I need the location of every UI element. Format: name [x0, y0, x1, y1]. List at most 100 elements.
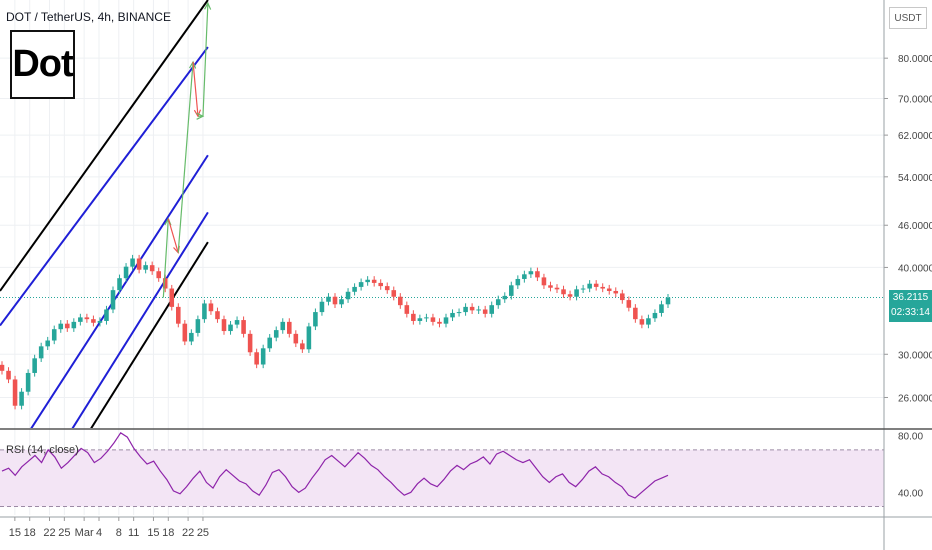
projection-arrows — [163, 3, 210, 297]
y-tick-label: 80.0000 — [898, 54, 932, 65]
candle-body — [326, 297, 331, 302]
candle-body — [418, 318, 423, 321]
candle-body — [104, 309, 109, 320]
candle-body — [65, 324, 70, 329]
candle-body — [385, 286, 390, 290]
candle-body — [646, 318, 651, 324]
candle-body — [568, 294, 573, 296]
candle-body — [594, 284, 599, 287]
x-tick-label: 25 — [197, 527, 209, 539]
candle-body — [209, 303, 214, 311]
candle-body — [529, 271, 534, 274]
candle-body — [542, 277, 547, 285]
candle-body — [274, 330, 279, 338]
candle-body — [444, 317, 449, 323]
candle-body — [561, 289, 566, 294]
rsi-band — [0, 450, 884, 507]
candle-body — [372, 280, 377, 283]
candle-body — [516, 279, 521, 285]
candle-body — [437, 322, 442, 324]
candle-body — [254, 352, 259, 364]
candle-body — [659, 304, 664, 313]
candle-body — [124, 267, 129, 279]
x-tick-label: 4 — [96, 527, 102, 539]
candle-body — [13, 379, 18, 405]
candle-body — [405, 305, 410, 314]
x-tick-label: 18 — [162, 527, 174, 539]
candle-body — [215, 311, 220, 319]
candle-body — [280, 322, 285, 330]
candle-body — [640, 319, 645, 324]
candle-body — [176, 307, 181, 324]
candle-body — [143, 265, 148, 270]
last-price-tag: 36.2115 02:33:14 — [889, 290, 932, 322]
candle-body — [294, 334, 299, 344]
candle-body — [463, 307, 468, 312]
currency-button[interactable]: USDT — [889, 7, 927, 29]
candle-body — [150, 265, 155, 271]
candle-body — [228, 325, 233, 331]
candle-body — [202, 303, 207, 319]
candle-body — [581, 289, 586, 290]
candle-body — [287, 322, 292, 334]
candle-body — [52, 329, 57, 340]
candle-body — [489, 305, 494, 314]
candle-body — [85, 317, 90, 319]
chart-title: DOT / TetherUS, 4h, BINANCE — [6, 10, 171, 24]
projection-segment — [203, 3, 208, 116]
candle-body — [137, 259, 142, 270]
candle-body — [98, 321, 103, 323]
y-tick-label: 30.0000 — [898, 350, 932, 361]
candle-body — [352, 287, 357, 292]
candle-body — [476, 309, 481, 310]
candle-body — [346, 292, 351, 299]
candle-body — [222, 319, 227, 331]
candle-body — [555, 288, 560, 290]
candle-body — [241, 320, 246, 334]
candle-body — [196, 319, 201, 333]
y-tick-label: 26.0000 — [898, 393, 932, 404]
candle-body — [411, 314, 416, 321]
candle-body — [535, 271, 540, 277]
candle-body — [483, 309, 488, 313]
rsi-panel — [0, 433, 884, 507]
candle-body — [613, 291, 618, 293]
candle-body — [509, 285, 514, 296]
candle-body — [378, 283, 383, 286]
x-tick-label: 18 — [24, 527, 36, 539]
candle-body — [600, 287, 605, 289]
candle-body — [39, 346, 44, 358]
candle-body — [470, 307, 475, 310]
candle-body — [502, 296, 507, 299]
candle-body — [6, 371, 11, 380]
candle-body — [78, 317, 83, 321]
candle-body — [261, 348, 266, 364]
candle-body — [58, 324, 63, 330]
candle-body — [457, 312, 462, 313]
candlestick-series — [0, 255, 670, 409]
candle-body — [32, 358, 37, 373]
candle-body — [189, 333, 194, 342]
candle-body — [424, 317, 429, 318]
candle-body — [169, 289, 174, 307]
x-tick-label: 8 — [116, 527, 122, 539]
candle-body — [183, 324, 188, 342]
candle-body — [496, 299, 501, 305]
time-axis: 15 18 22 25 Mar 4 8 11 15 18 22 25 — [9, 517, 209, 539]
projection-segment — [193, 62, 198, 116]
candle-body — [156, 271, 161, 278]
last-price: 36.2115 — [889, 290, 932, 305]
candle-body — [627, 300, 632, 308]
candle-body — [26, 373, 31, 392]
bar-countdown: 02:33:14 — [889, 305, 932, 320]
candle-body — [235, 320, 240, 325]
x-tick-label: Mar — [75, 527, 94, 539]
rsi-tick-label: 80.00 — [898, 432, 923, 443]
candle-body — [320, 302, 325, 312]
rsi-tick-label: 40.00 — [898, 488, 923, 499]
candle-body — [117, 278, 122, 290]
candle-body — [431, 317, 436, 321]
x-tick-label: 15 — [147, 527, 159, 539]
y-tick-label: 54.0000 — [898, 173, 932, 184]
